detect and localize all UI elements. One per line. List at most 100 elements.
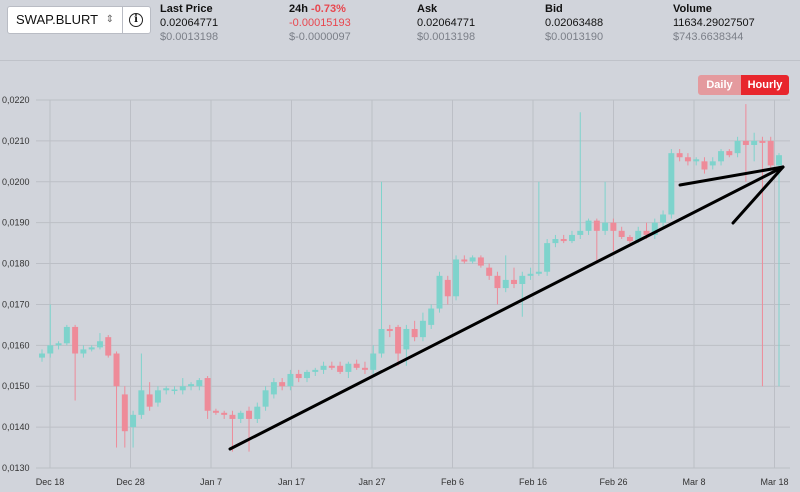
candle-body [511,279,517,284]
candlestick-chart[interactable]: 0,0130 0,0140 0,0150 0,0160 0,0170 0,0180 0,01… [0,96,800,492]
candle [221,410,228,419]
candle-body [444,279,451,297]
candle-body [47,345,54,354]
candle [709,157,716,170]
candle [626,234,633,244]
stat-24h-change: 24h -0.73% -0.00015193 $-0.0000097 [289,3,351,44]
candle-body [105,337,112,356]
stat-usd-value: $743.6638344 [673,31,744,43]
interval-daily-button[interactable]: Daily [698,75,741,95]
info-button[interactable]: i [123,6,151,34]
candle-body [660,214,667,223]
candle [511,267,517,289]
candle [386,324,393,338]
candle [154,386,161,407]
candle-body [254,406,261,419]
stat-label: Bid [545,3,563,15]
candle-body [113,353,120,387]
candle [527,267,534,280]
candle [519,271,526,317]
pair-selector[interactable]: SWAP.BLURT ⇕ [7,6,123,34]
candle [776,153,782,387]
chart-candles [39,104,782,452]
candle [494,271,501,305]
candle-body [544,243,551,272]
candle [660,210,667,227]
candle [759,136,766,387]
candle-body [718,151,725,162]
candle [237,410,244,424]
candle [196,378,203,391]
candle [88,345,95,352]
stat-value: 0.02064771 [160,17,219,29]
y-tick-label: 0,0160 [2,340,30,350]
candle [163,386,170,395]
candle [560,234,567,244]
candle-body [312,369,319,372]
candle-body [486,267,493,276]
candle-body [585,220,592,231]
candle-body [395,326,402,354]
candle [767,136,774,170]
candle-body [776,155,782,166]
candle-body [676,153,683,158]
candle-body [560,239,567,242]
y-tick-label: 0,0130 [2,463,30,473]
candle-body [378,328,385,354]
candle [105,335,112,358]
stat-value: 0.02064771 [417,17,476,29]
candle [39,349,45,362]
candle [320,361,327,374]
candle [361,361,368,374]
stat-value: -0.00015193 [289,17,351,29]
candle-body [767,140,774,166]
candle-body [502,279,509,289]
candle [80,345,87,358]
candle-body [262,390,269,407]
candle-body [146,394,153,407]
candle [328,361,335,370]
candle [130,410,137,448]
candle-body [411,328,418,338]
candle-body [130,414,137,428]
candle-body [751,140,758,145]
y-tick-label: 0,0180 [2,259,30,269]
candle [312,367,319,376]
candle [204,376,211,419]
candle-body [171,389,178,391]
candle-body [626,236,633,242]
candle-body [419,320,426,338]
candle [502,255,509,293]
stat-label: Volume [673,3,712,15]
candle [262,386,269,411]
candle [676,149,683,162]
candle-body [279,382,286,387]
candle [279,378,286,391]
candle [718,149,725,166]
x-tick-label: Jan 7 [200,477,222,487]
stat-volume: Volume 11634.29027507 $743.6638344 [673,3,755,44]
candle [270,378,277,399]
candle [751,132,758,162]
candle-body [701,161,708,170]
x-tick-label: Dec 18 [36,477,65,487]
candle-body [693,159,700,162]
candle-body [643,230,650,235]
candle [378,181,385,358]
stat-usd-value: $0.0013190 [545,31,604,43]
candle-body [386,328,393,332]
chart-annotations [228,165,785,451]
candle-body [477,257,484,266]
candle-body [270,382,277,395]
candle-body [229,414,236,419]
pair-selector-value: SWAP.BLURT [16,12,99,27]
candle [726,149,733,158]
candle [370,345,377,374]
interval-hourly-button[interactable]: Hourly [741,75,789,95]
x-tick-label: Feb 6 [441,477,464,487]
candle [229,410,236,452]
candle [55,341,62,350]
stat-value: 11634.29027507 [673,17,755,29]
candle [618,226,625,240]
candle-body [246,410,253,419]
